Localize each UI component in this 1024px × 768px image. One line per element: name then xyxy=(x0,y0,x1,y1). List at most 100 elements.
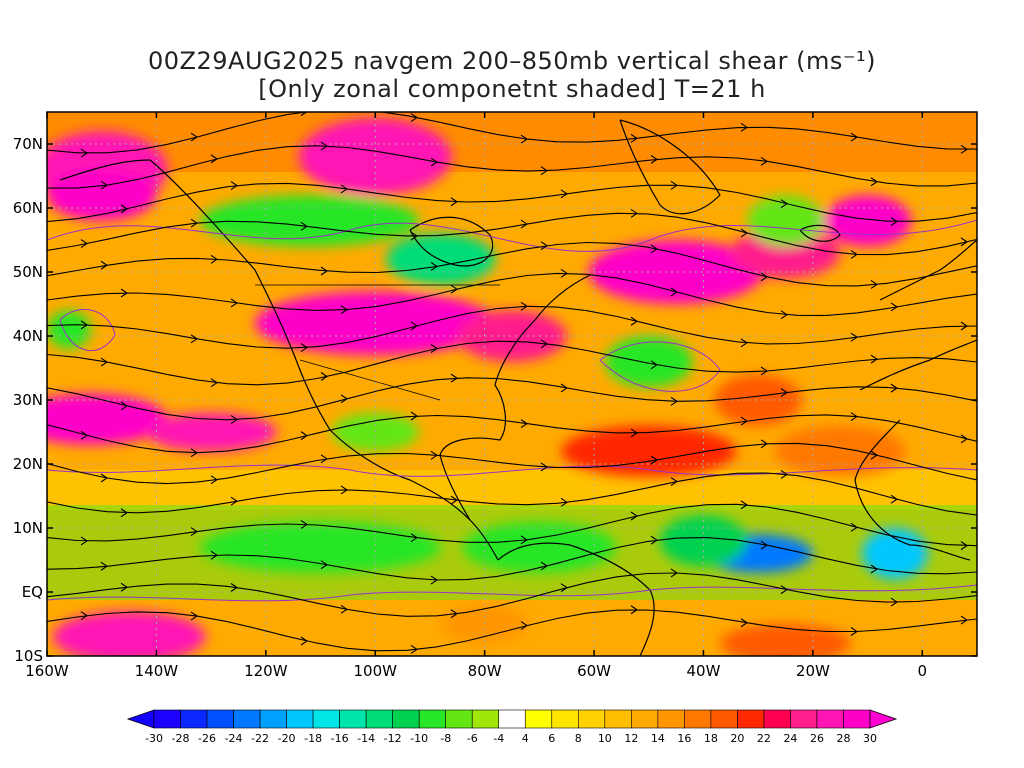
lon-label: 120W xyxy=(244,662,288,680)
colorbar-label: 10 xyxy=(598,732,612,745)
streamline-arrow xyxy=(410,321,418,331)
colorbar-swatch xyxy=(312,709,340,729)
streamline-arrow xyxy=(430,575,438,585)
streamline-arrow xyxy=(670,180,678,190)
colorbar-label: -18 xyxy=(304,732,322,745)
colorbar-label: -16 xyxy=(331,732,349,745)
streamline-arrow xyxy=(780,585,788,595)
streamline-arrow xyxy=(230,181,238,191)
streamline-arrow xyxy=(850,627,858,636)
streamline-arrow xyxy=(850,332,858,342)
streamline-arrow xyxy=(540,241,548,251)
streamline-arrow xyxy=(650,244,658,254)
lat-label: 30N xyxy=(13,391,43,409)
colorbar-swatch xyxy=(471,709,500,729)
shear-cell xyxy=(47,393,168,445)
streamline-arrow xyxy=(560,497,568,507)
streamline-arrow xyxy=(890,383,898,393)
colorbar-swatch xyxy=(445,709,473,729)
streamline-arrow xyxy=(850,249,858,259)
streamline-arrow xyxy=(520,301,528,311)
streamline-arrow xyxy=(890,494,898,504)
colorbar-label: 6 xyxy=(548,732,555,745)
shear-cell xyxy=(200,521,441,573)
colorbar-swatch xyxy=(684,709,712,729)
streamline-arrow xyxy=(340,305,348,315)
shear-cell xyxy=(588,240,764,304)
streamline-arrow xyxy=(650,154,658,164)
colorbar-label: -20 xyxy=(278,732,296,745)
streamline-arrow xyxy=(100,473,108,483)
streamline-arrow xyxy=(120,582,128,592)
shear-cell xyxy=(659,515,748,567)
streamline-arrow xyxy=(450,373,458,383)
streamline-arrow xyxy=(740,500,748,510)
streamline-arrow xyxy=(430,157,438,167)
streamline-arrow xyxy=(890,217,898,226)
shear-cell xyxy=(605,336,693,388)
streamline-arrow xyxy=(740,228,748,238)
lat-label: 10S xyxy=(14,647,43,665)
streamline-arrow xyxy=(630,133,638,143)
lon-label: 80W xyxy=(468,662,502,680)
streamline-arrow xyxy=(300,343,308,352)
map-title-line2: [Only zonal componetnt shaded] T=21 h xyxy=(258,75,766,103)
streamline-arrow xyxy=(520,419,528,429)
streamline-arrow xyxy=(740,618,748,628)
colorbar-swatch xyxy=(259,709,287,729)
streamline-arrow xyxy=(80,148,88,158)
streamline-arrow xyxy=(100,180,108,190)
streamline-arrow xyxy=(120,508,128,518)
streamline-arrow xyxy=(650,360,658,370)
streamline-arrow xyxy=(780,469,788,479)
streamline xyxy=(47,272,977,316)
colorbar-label: -8 xyxy=(440,732,451,745)
lon-label: 60W xyxy=(577,662,611,680)
streamline-arrow xyxy=(890,597,898,607)
streamline-arrow xyxy=(340,604,348,614)
streamline-arrow xyxy=(870,354,878,364)
streamline-arrow xyxy=(300,636,308,646)
streamline-arrow xyxy=(560,189,568,199)
colorbar-label: 16 xyxy=(677,732,691,745)
colorbar-label: 18 xyxy=(704,732,718,745)
streamline-arrow xyxy=(320,266,328,276)
streamline-arrow xyxy=(210,550,218,560)
streamline-arrow xyxy=(630,316,638,326)
streamline xyxy=(47,212,977,256)
colorbar-label: 30 xyxy=(863,732,877,745)
colorbar-swatch xyxy=(577,709,606,729)
streamline-arrow xyxy=(650,455,658,465)
streamline-arrow xyxy=(780,199,788,209)
streamline-arrow xyxy=(210,378,218,388)
streamline-arrow xyxy=(890,302,898,312)
streamline-arrow xyxy=(960,237,968,247)
streamline-arrow xyxy=(670,396,678,406)
streamline-arrow xyxy=(450,495,458,505)
streamline-arrow xyxy=(870,564,878,574)
streamline-arrow xyxy=(520,535,528,545)
streamline-arrow xyxy=(760,156,768,166)
colorbar-label: 24 xyxy=(783,732,797,745)
streamline-arrow xyxy=(300,221,308,231)
colorbar-swatch xyxy=(843,709,871,729)
map-title-line1: 00Z29AUG2025 navgem 200–850mb vertical s… xyxy=(148,47,876,75)
streamline-arrow xyxy=(740,416,748,426)
colorbar-swatch xyxy=(524,709,553,729)
colorbar-swatch xyxy=(339,709,367,729)
streamline-arrow xyxy=(80,536,88,546)
lat-label: 20N xyxy=(13,455,43,473)
streamline-arrow xyxy=(520,134,528,144)
shear-cell xyxy=(462,521,616,573)
streamline-arrow xyxy=(190,218,198,228)
colorbar-swatch xyxy=(816,709,844,729)
colorbar-swatch xyxy=(180,709,208,729)
streamline-arrow xyxy=(430,450,438,460)
streamline-arrow xyxy=(760,540,768,550)
streamline-arrow xyxy=(850,412,858,422)
streamline-arrow xyxy=(450,609,458,619)
streamline-arrow xyxy=(100,357,108,367)
isotach-contours xyxy=(47,219,977,602)
